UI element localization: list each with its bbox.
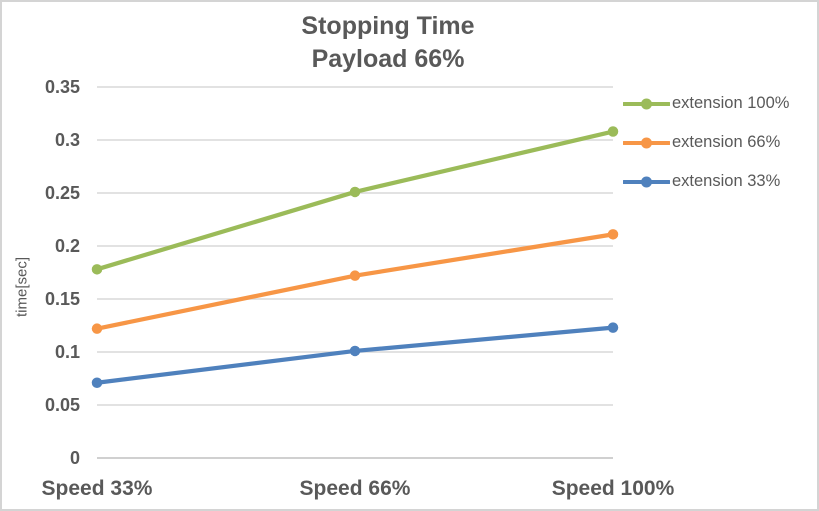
data-point-extension-66-speed-66[interactable] — [349, 270, 361, 281]
legend-marker-icon — [623, 137, 670, 148]
y-tick-label-0.3: 0.3 — [54, 130, 80, 150]
legend-marker-icon — [623, 98, 670, 109]
data-point-extension-100-speed-100[interactable] — [607, 126, 619, 137]
legend-label: extension 66% — [672, 133, 781, 151]
data-point-extension-33-speed-33[interactable] — [91, 377, 103, 388]
chart-title-block: Stopping Time Payload 66% — [2, 10, 774, 76]
legend-marker-icon — [623, 176, 670, 187]
data-point-extension-33-speed-100[interactable] — [607, 322, 619, 333]
legend-label: extension 100% — [672, 94, 790, 112]
chart-subtitle: Payload 66% — [311, 45, 465, 73]
legend-item-extension-66[interactable]: extension 66% — [623, 123, 789, 162]
y-tick-label-0.1: 0.1 — [54, 342, 80, 362]
x-category-label-speed-66: Speed 66% — [299, 477, 411, 500]
y-tick-label-0.35: 0.35 — [44, 77, 80, 97]
data-point-extension-66-speed-100[interactable] — [607, 229, 619, 240]
x-category-label-speed-33: Speed 33% — [41, 477, 153, 500]
data-point-extension-100-speed-66[interactable] — [349, 186, 361, 198]
data-point-extension-66-speed-33[interactable] — [91, 323, 103, 334]
series-line-extension-66[interactable] — [94, 232, 616, 331]
y-tick-label-0: 0 — [69, 448, 80, 468]
data-point-extension-100-speed-33[interactable] — [91, 264, 103, 275]
data-point-extension-33-speed-66[interactable] — [349, 345, 361, 357]
y-tick-label-0.05: 0.05 — [44, 395, 80, 415]
chart-title: Stopping Time — [301, 12, 475, 40]
y-tick-label-0.25: 0.25 — [44, 183, 80, 203]
legend-item-extension-100[interactable]: extension 100% — [623, 84, 789, 123]
y-tick-label-0.2: 0.2 — [54, 236, 80, 256]
legend[interactable]: extension 100% extension 66% extension 33% — [623, 84, 789, 201]
y-tick-label-0.15: 0.15 — [44, 289, 80, 309]
legend-item-extension-33[interactable]: extension 33% — [623, 162, 789, 201]
legend-label: extension 33% — [672, 172, 781, 190]
x-category-label-speed-100: Speed 100% — [551, 477, 675, 500]
